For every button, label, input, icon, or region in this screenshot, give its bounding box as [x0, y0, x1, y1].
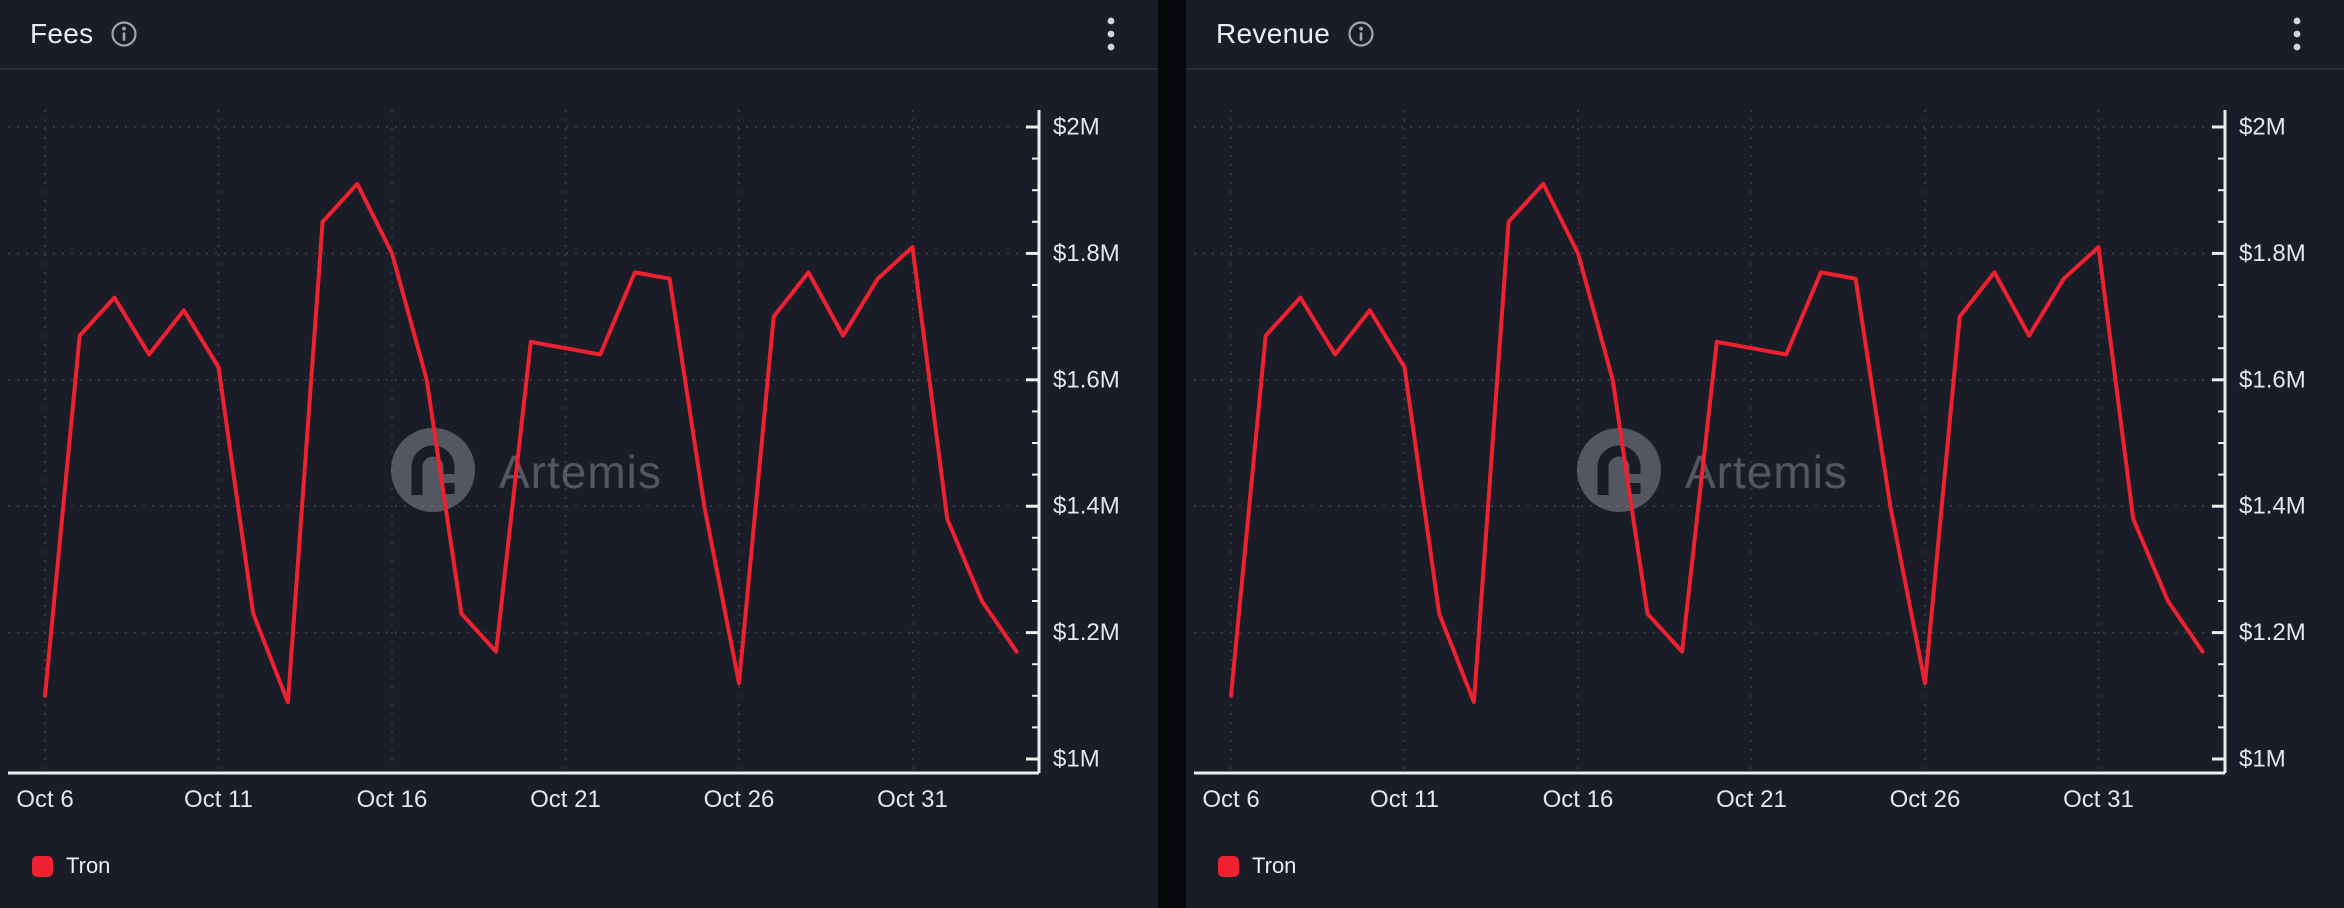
fees-line-chart[interactable]: Artemis $1M $1.2M $1.4M $1.6M $1.8M $2M Oct 6 Oc… — [0, 70, 1158, 836]
svg-text:$1M: $1M — [1053, 746, 1100, 773]
revenue-line-chart[interactable]: Artemis $1M $1.2M $1.4M $1.6M $1.8M $2M Oct 6 Oc… — [1186, 70, 2344, 836]
svg-text:Oct 26: Oct 26 — [704, 786, 775, 813]
svg-text:$1.8M: $1.8M — [1053, 240, 1120, 267]
revenue-panel-header: Revenue — [1186, 0, 2344, 70]
info-icon[interactable] — [109, 19, 139, 49]
panel-title: Fees — [30, 18, 94, 49]
svg-text:Artemis: Artemis — [1685, 446, 1848, 498]
legend-item-tron[interactable]: Tron — [32, 853, 110, 879]
svg-text:$1M: $1M — [2239, 746, 2286, 773]
revenue-chart-area[interactable]: Artemis $1M $1.2M $1.4M $1.6M $1.8M $2M Oct 6 Oc… — [1186, 70, 2344, 838]
legend-label: Tron — [1252, 853, 1297, 878]
svg-text:Oct 16: Oct 16 — [357, 786, 428, 813]
svg-text:$1.8M: $1.8M — [2239, 240, 2306, 267]
svg-text:$2M: $2M — [1053, 114, 1100, 141]
svg-text:Oct 21: Oct 21 — [1716, 786, 1787, 813]
svg-text:Oct 6: Oct 6 — [16, 786, 73, 813]
svg-text:Artemis: Artemis — [499, 446, 662, 498]
tron-color-swatch — [32, 855, 53, 877]
panel-title: Revenue — [1216, 18, 1331, 49]
svg-text:Oct 26: Oct 26 — [1890, 786, 1961, 813]
svg-text:Oct 11: Oct 11 — [184, 786, 253, 813]
svg-text:Oct 11: Oct 11 — [1370, 786, 1439, 813]
fees-panel-header: Fees — [0, 0, 1158, 70]
revenue-legend: Tron — [1186, 838, 2344, 908]
kebab-menu-icon[interactable] — [1094, 14, 1128, 54]
svg-text:$2M: $2M — [2239, 114, 2286, 141]
svg-text:$1.4M: $1.4M — [1053, 493, 1120, 520]
info-icon[interactable] — [1346, 19, 1376, 49]
fees-chart-area[interactable]: Artemis $1M $1.2M $1.4M $1.6M $1.8M $2M Oct 6 Oc… — [0, 70, 1158, 838]
svg-text:$1.2M: $1.2M — [1053, 619, 1120, 646]
svg-text:Oct 6: Oct 6 — [1202, 786, 1259, 813]
legend-label: Tron — [66, 853, 111, 878]
svg-text:Oct 31: Oct 31 — [2063, 786, 2134, 813]
svg-text:$1.4M: $1.4M — [2239, 493, 2306, 520]
svg-text:Oct 21: Oct 21 — [530, 786, 601, 813]
svg-text:$1.6M: $1.6M — [2239, 366, 2306, 393]
kebab-menu-icon[interactable] — [2280, 14, 2314, 54]
legend-item-tron[interactable]: Tron — [1218, 853, 1296, 879]
tron-color-swatch — [1218, 855, 1239, 877]
svg-text:Oct 31: Oct 31 — [877, 786, 948, 813]
fees-panel: Fees Artemis $1M $1.2M $1.4M $1.6M $1.8M $2M Oc… — [0, 0, 1158, 908]
revenue-panel: Revenue Artemis $1M $1.2M $1.4M $1.6M $1.8M $2… — [1186, 0, 2344, 908]
svg-text:$1.2M: $1.2M — [2239, 619, 2306, 646]
fees-legend: Tron — [0, 838, 1158, 908]
svg-text:Oct 16: Oct 16 — [1543, 786, 1614, 813]
svg-text:$1.6M: $1.6M — [1053, 366, 1120, 393]
